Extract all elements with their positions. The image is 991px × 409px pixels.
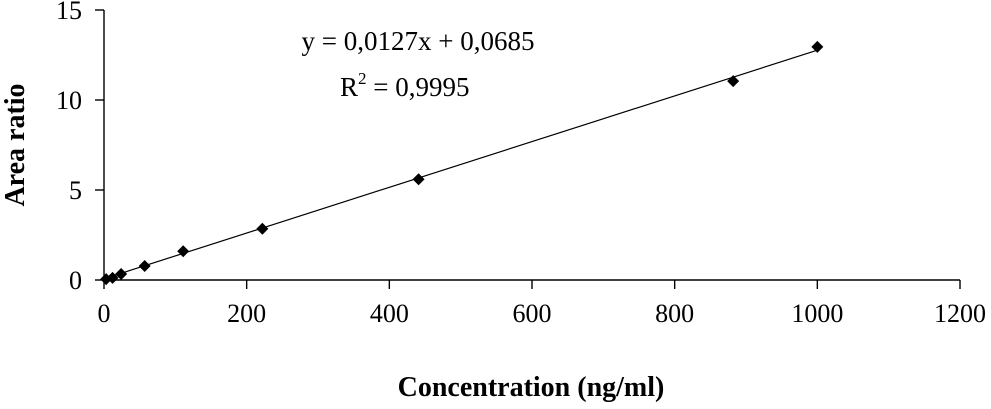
- x-tick-label: 1000: [791, 299, 843, 328]
- y-tick-label: 10: [56, 86, 82, 115]
- data-point-diamond: [727, 75, 740, 88]
- data-point-diamond: [412, 173, 425, 186]
- x-tick-label: 1200: [934, 299, 986, 328]
- ticks: 0 200 400 600 800 1000 1200 0 5 10 15: [56, 0, 986, 328]
- x-axis-title: Concentration (ng/ml): [398, 372, 665, 403]
- r-squared-exponent: 2: [358, 69, 367, 88]
- data-point-diamond: [256, 222, 269, 235]
- data-point-diamond: [811, 40, 824, 53]
- x-tick-label: 200: [227, 299, 266, 328]
- x-tick-label: 600: [513, 299, 552, 328]
- y-tick-label: 5: [69, 176, 82, 205]
- data-point-diamond: [115, 268, 128, 281]
- y-axis-title: Area ratio: [0, 83, 31, 206]
- x-tick-label: 0: [98, 299, 111, 328]
- r-squared-annotation: R2 = 0,9995: [340, 69, 470, 102]
- data-markers: [100, 40, 824, 286]
- regression-equation: y = 0,0127x + 0,0685: [302, 26, 535, 56]
- data-point-diamond: [177, 245, 190, 258]
- data-point-diamond: [138, 259, 151, 272]
- x-tick-label: 800: [655, 299, 694, 328]
- x-tick-label: 400: [370, 299, 409, 328]
- trend-line: [103, 49, 818, 280]
- r-squared-value: = 0,9995: [367, 72, 470, 102]
- y-tick-label: 15: [56, 0, 82, 25]
- r-squared-prefix: R: [340, 72, 358, 102]
- data-point-diamond: [106, 271, 119, 284]
- trendline-group: [103, 49, 818, 280]
- y-tick-label: 0: [69, 266, 82, 295]
